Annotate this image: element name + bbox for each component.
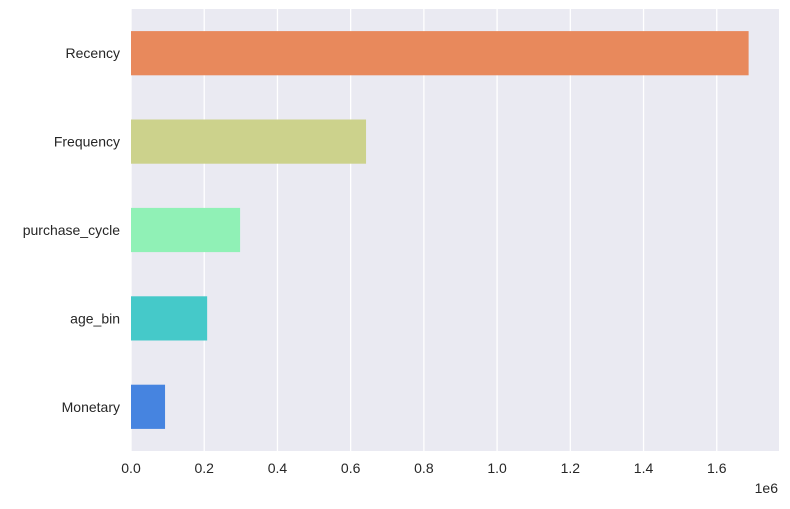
y-tick-label: Frequency bbox=[54, 134, 120, 150]
x-tick-label: 0.4 bbox=[268, 460, 288, 476]
x-offset-label: 1e6 bbox=[755, 480, 779, 496]
x-tick-label: 1.4 bbox=[634, 460, 654, 476]
y-tick-label: Recency bbox=[66, 45, 120, 61]
y-tick-label: purchase_cycle bbox=[23, 222, 120, 238]
bar-monetary bbox=[131, 384, 166, 429]
y-tick-label: Monetary bbox=[62, 399, 120, 415]
x-tick-label: 0.8 bbox=[414, 460, 434, 476]
bar-purchase-cycle bbox=[131, 207, 241, 253]
y-tick-label: age_bin bbox=[70, 310, 120, 326]
x-tick-label: 0.6 bbox=[341, 460, 361, 476]
x-tick-label: 1.6 bbox=[707, 460, 727, 476]
x-tick-labels: 0.0 0.2 0.4 0.6 0.8 1.0 1.2 1.4 1.6 bbox=[121, 460, 726, 476]
bar-recency bbox=[131, 31, 749, 76]
x-tick-label: 0.0 bbox=[121, 460, 141, 476]
x-tick-label: 0.2 bbox=[194, 460, 214, 476]
bar-frequency bbox=[131, 119, 367, 164]
x-tick-label: 1.0 bbox=[487, 460, 507, 476]
x-tick-label: 1.2 bbox=[561, 460, 581, 476]
bars bbox=[131, 31, 749, 429]
y-tick-labels: Recency Frequency purchase_cycle age_bin Mon… bbox=[23, 45, 120, 415]
bar-age-bin bbox=[131, 296, 208, 341]
